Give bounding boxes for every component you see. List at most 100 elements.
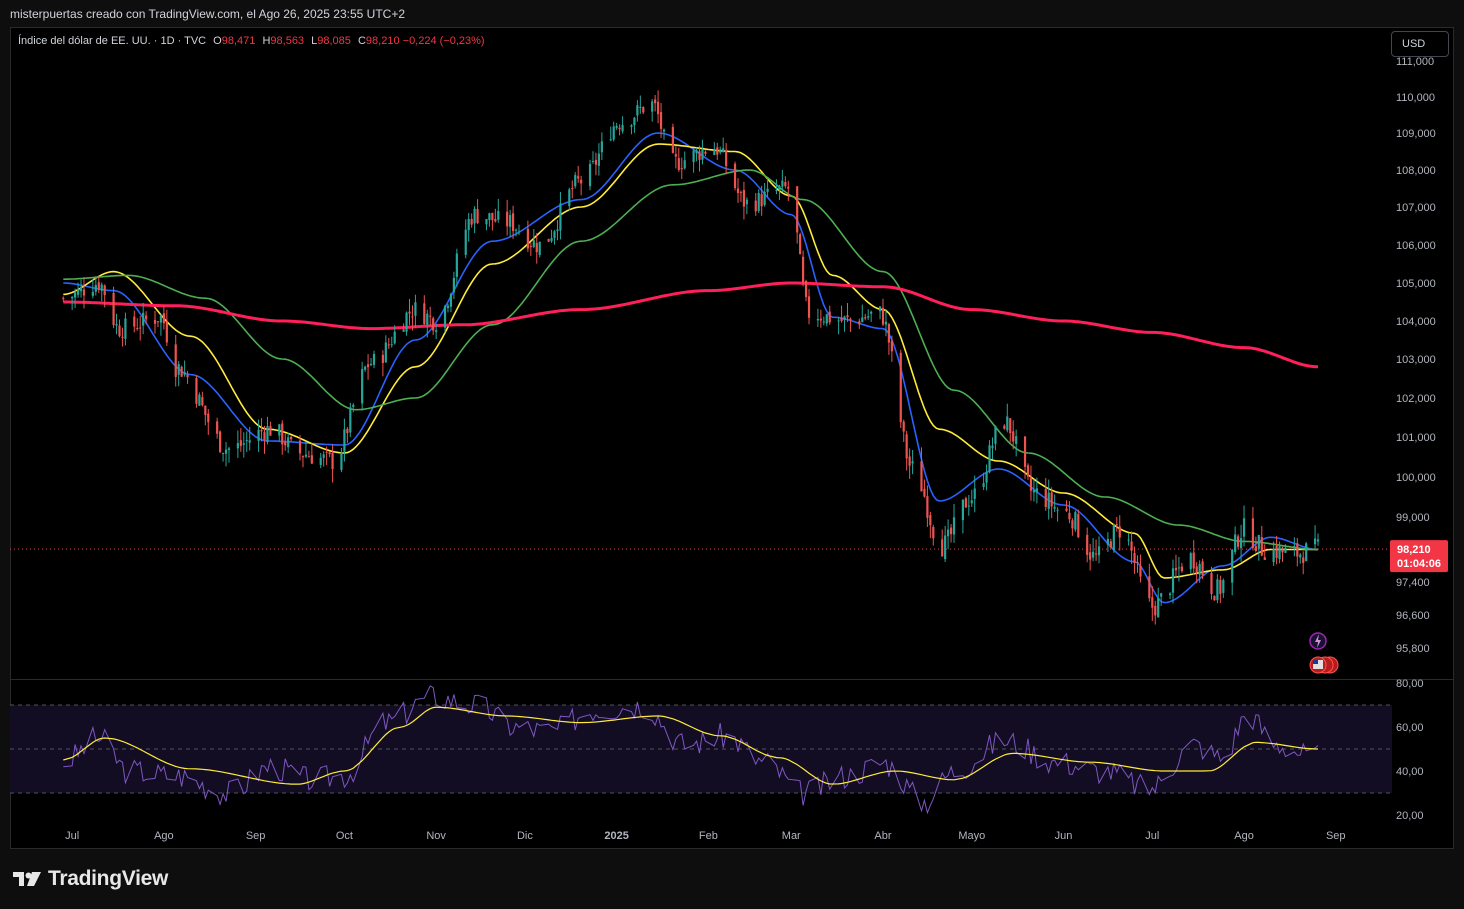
price-tags: 98,210 01:04:06	[1309, 540, 1448, 674]
candle-body	[1127, 539, 1130, 541]
candle	[216, 417, 219, 439]
candle-body	[156, 321, 160, 323]
candle-body	[884, 321, 888, 325]
candle-body	[787, 186, 790, 189]
candle-body	[1148, 576, 1151, 599]
candle	[266, 416, 269, 445]
candle	[74, 288, 77, 308]
time-axis-label: Sep	[246, 830, 266, 842]
candle-body	[1281, 547, 1284, 553]
candle-body	[509, 215, 512, 227]
candle	[662, 128, 666, 140]
candle	[618, 124, 621, 136]
high-label: H	[262, 35, 271, 47]
candle	[506, 199, 509, 236]
candle	[476, 199, 479, 224]
candle-body	[1109, 541, 1112, 548]
candle-body	[929, 515, 932, 526]
candle	[1234, 526, 1237, 555]
candle-body	[1115, 524, 1118, 526]
time-axis-label: Oct	[336, 830, 353, 842]
candle	[97, 276, 100, 293]
time-axis-label: 2025	[604, 830, 628, 842]
candle	[94, 276, 97, 296]
candle-body	[612, 126, 615, 140]
candle-body	[799, 234, 802, 255]
candle	[1254, 536, 1257, 553]
candle	[1106, 532, 1110, 553]
candle-body	[716, 147, 719, 155]
last-price-value: 98,210	[1397, 544, 1431, 556]
candle-body	[1026, 465, 1030, 477]
candle-body	[825, 314, 828, 324]
candle-body	[1015, 436, 1018, 444]
candle	[1047, 479, 1050, 520]
candle	[517, 224, 521, 236]
candle	[819, 309, 822, 328]
candle	[1299, 552, 1302, 564]
candle	[121, 327, 124, 347]
candle	[559, 191, 562, 240]
candle	[165, 309, 168, 346]
candle-body	[414, 302, 417, 316]
candle-body	[346, 428, 349, 434]
candle-body	[1257, 534, 1260, 549]
candle	[902, 419, 905, 442]
candle-body	[796, 186, 799, 233]
candle	[639, 95, 642, 114]
candle	[1012, 420, 1015, 450]
candle-body	[1237, 536, 1240, 547]
moving-average-line	[63, 281, 1319, 369]
candle-body	[429, 315, 432, 317]
symbol-description: Índice del dólar de EE. UU. · 1D · TVC	[18, 35, 207, 47]
candle-body	[680, 168, 683, 170]
candle-body	[538, 241, 541, 255]
candle-body	[517, 231, 521, 233]
candle-body	[846, 315, 849, 318]
candle-body	[159, 315, 163, 323]
candle-body	[476, 209, 479, 224]
candle-body	[713, 149, 716, 156]
candle-body	[553, 231, 556, 239]
candle-body	[899, 352, 902, 423]
candle	[124, 312, 127, 346]
candle	[372, 350, 376, 369]
candle	[1195, 562, 1198, 584]
candle	[145, 311, 148, 325]
candle	[331, 444, 334, 483]
currency-button[interactable]: USD	[1391, 31, 1449, 57]
candle	[514, 228, 518, 237]
candle	[426, 309, 429, 338]
candle-body	[118, 325, 121, 337]
candle	[843, 315, 846, 332]
candle-body	[656, 101, 660, 115]
candle	[577, 165, 580, 183]
candle-body	[79, 287, 83, 292]
candle	[929, 511, 932, 539]
candles	[62, 90, 1320, 625]
candle-body	[991, 445, 994, 449]
candle	[698, 145, 701, 172]
candle	[1213, 595, 1216, 601]
candle	[591, 151, 595, 164]
candle	[947, 519, 950, 550]
candle	[1044, 477, 1047, 511]
candle-body	[245, 440, 248, 442]
candle-body	[556, 229, 559, 231]
candle-body	[659, 112, 663, 129]
candle	[236, 430, 239, 458]
candle-body	[733, 163, 737, 189]
time-axis-label: Feb	[699, 830, 718, 842]
candle	[1133, 546, 1136, 574]
candle	[446, 303, 450, 313]
candle-body	[807, 296, 811, 318]
candle	[636, 100, 639, 122]
candle	[659, 102, 663, 138]
candle-body	[446, 305, 450, 309]
candle-body	[947, 529, 950, 537]
price-tick-label: 96,600	[1396, 610, 1430, 622]
candle-body	[1106, 538, 1110, 545]
candle-body	[142, 312, 145, 326]
candle	[787, 180, 790, 201]
